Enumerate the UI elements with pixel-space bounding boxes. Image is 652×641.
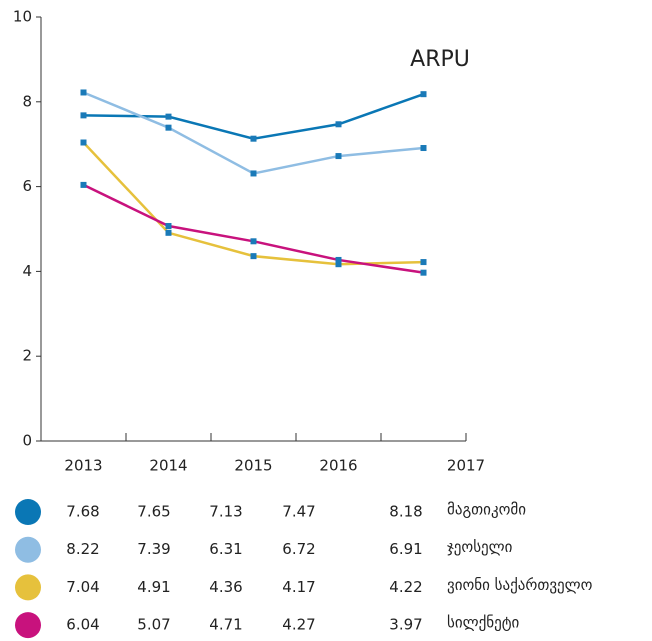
value-label: 8.22 <box>66 540 99 558</box>
marker <box>420 145 427 152</box>
x-tick-label: 2014 <box>149 457 187 475</box>
marker <box>165 124 172 131</box>
legend-label: სილქნეტი <box>447 614 520 632</box>
marker <box>165 223 172 230</box>
marker <box>420 91 427 98</box>
value-label: 6.72 <box>282 540 315 558</box>
marker <box>335 261 342 268</box>
value-label: 8.18 <box>389 503 422 521</box>
value-label: 6.91 <box>389 540 422 558</box>
legend-swatch <box>15 574 41 601</box>
value-label: 4.71 <box>209 616 242 634</box>
x-tick-label: 2015 <box>234 457 272 475</box>
marker <box>250 170 257 177</box>
value-label: 6.31 <box>209 540 242 558</box>
legend-swatch <box>15 536 41 563</box>
marker <box>80 139 87 146</box>
marker <box>250 253 257 260</box>
marker <box>165 113 172 120</box>
marker <box>80 112 87 119</box>
y-tick-label: 8 <box>22 92 32 110</box>
series-line <box>83 92 424 140</box>
legend-label: ვიონი საქართველო <box>447 576 593 594</box>
value-label: 7.47 <box>282 503 315 521</box>
value-label: 4.27 <box>282 616 315 634</box>
marker <box>335 256 342 263</box>
legend-swatch <box>15 612 41 639</box>
chart-title: ARPU <box>410 47 470 72</box>
x-tick-label: 2016 <box>319 457 357 475</box>
marker <box>335 153 342 160</box>
series-line <box>83 91 424 175</box>
y-tick-label: 2 <box>22 347 32 365</box>
y-tick-label: 6 <box>22 177 32 195</box>
value-label: 7.68 <box>66 503 99 521</box>
series-line <box>82 141 424 266</box>
value-label: 4.17 <box>282 578 315 596</box>
value-label: 5.07 <box>137 616 170 634</box>
marker <box>335 121 342 128</box>
marker <box>165 229 172 236</box>
value-label: 3.97 <box>389 616 422 634</box>
legend-label: ჯეოსელი <box>447 538 513 556</box>
y-tick-label: 0 <box>22 432 32 450</box>
value-label: 7.65 <box>137 503 170 521</box>
value-label: 7.04 <box>66 578 99 596</box>
y-tick-label: 10 <box>13 8 32 26</box>
x-tick-label: 2013 <box>64 457 102 475</box>
y-tick-label: 4 <box>22 262 32 280</box>
value-label: 4.36 <box>209 578 242 596</box>
x-tick-label: 2017 <box>447 457 485 475</box>
legend-label: მაგთიკომი <box>447 501 526 519</box>
value-label: 7.13 <box>209 503 242 521</box>
legend-swatch <box>15 499 41 525</box>
marker <box>80 181 87 188</box>
value-label: 4.22 <box>389 578 422 596</box>
marker <box>420 259 427 266</box>
value-label: 4.91 <box>137 578 170 596</box>
value-label: 7.39 <box>137 540 170 558</box>
value-label: 6.04 <box>66 616 99 634</box>
marker <box>250 238 257 245</box>
marker <box>250 135 257 142</box>
marker <box>80 89 87 96</box>
marker <box>420 269 427 276</box>
